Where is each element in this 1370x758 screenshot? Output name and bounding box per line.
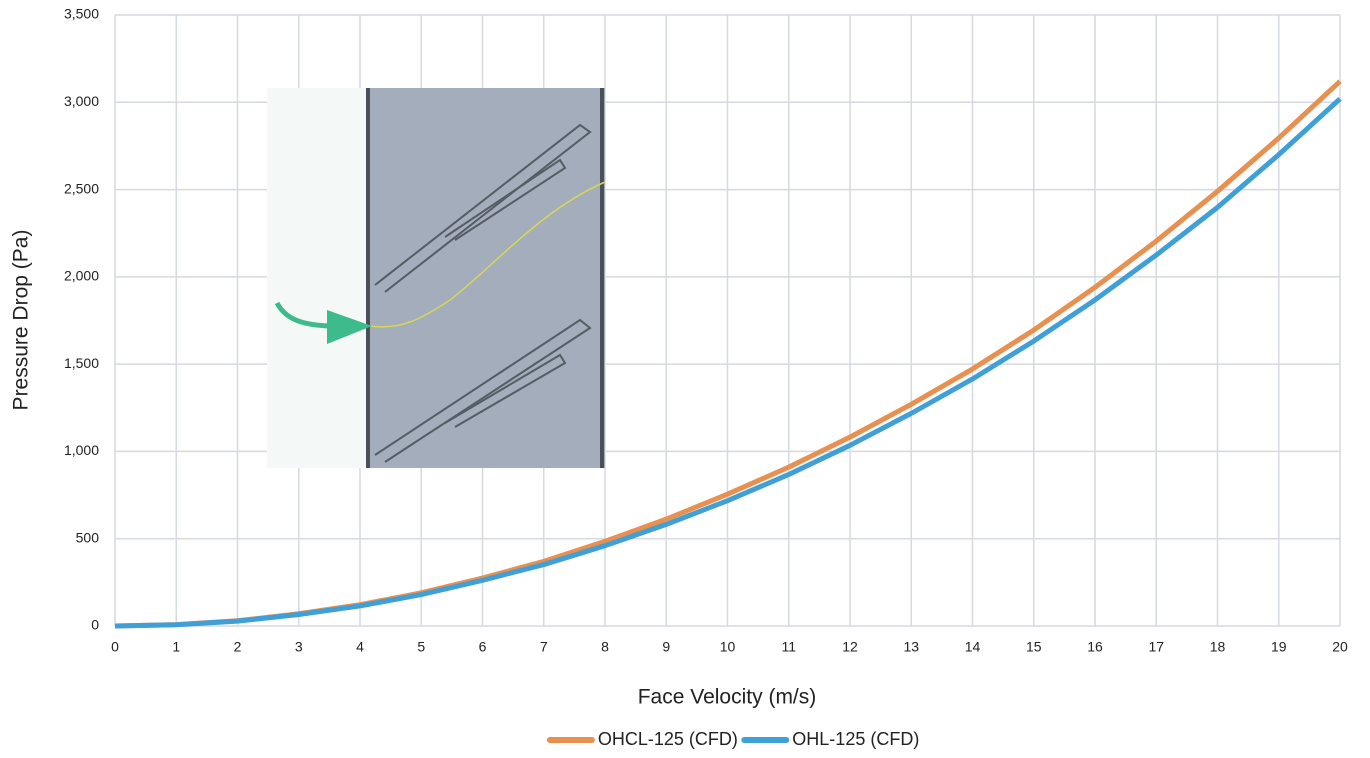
x-tick-label: 14: [965, 639, 981, 655]
x-tick-label: 18: [1210, 639, 1226, 655]
y-tick-label: 0: [91, 617, 99, 633]
x-tick-label: 9: [662, 639, 670, 655]
x-tick-label: 17: [1148, 639, 1164, 655]
y-tick-label: 1,000: [64, 442, 99, 458]
x-tick-label: 4: [356, 639, 364, 655]
x-tick-label: 6: [479, 639, 487, 655]
x-tick-label: 8: [601, 639, 609, 655]
chart: Face Velocity (m/s) Pressure Drop (Pa) 0…: [0, 0, 1370, 758]
x-tick-label: 7: [540, 639, 548, 655]
x-tick-label: 11: [781, 639, 796, 655]
x-tick-label: 13: [903, 639, 919, 655]
x-tick-label: 16: [1087, 639, 1103, 655]
legend-label: OHCL-125 (CFD): [598, 729, 738, 749]
y-tick-label: 500: [76, 529, 100, 545]
inset-illustration: [267, 88, 605, 468]
y-tick-label: 2,500: [64, 180, 99, 196]
y-tick-label: 1,500: [64, 355, 99, 371]
x-tick-label: 10: [720, 639, 736, 655]
x-tick-label: 20: [1332, 639, 1348, 655]
y-axis-title: Pressure Drop (Pa): [10, 230, 33, 411]
x-tick-label: 12: [842, 639, 858, 655]
inset-background: [267, 88, 367, 468]
y-tick-label: 3,500: [64, 6, 99, 22]
x-tick-label: 1: [172, 639, 180, 655]
x-tick-label: 0: [111, 639, 119, 655]
y-tick-label: 2,000: [64, 268, 99, 284]
x-tick-label: 5: [417, 639, 425, 655]
y-tick-label: 3,000: [64, 93, 99, 109]
x-axis-title: Face Velocity (m/s): [638, 686, 817, 709]
x-tick-label: 2: [234, 639, 242, 655]
x-tick-label: 3: [295, 639, 303, 655]
x-tick-label: 19: [1271, 639, 1287, 655]
legend-label: OHL-125 (CFD): [792, 729, 919, 749]
x-tick-label: 15: [1026, 639, 1042, 655]
